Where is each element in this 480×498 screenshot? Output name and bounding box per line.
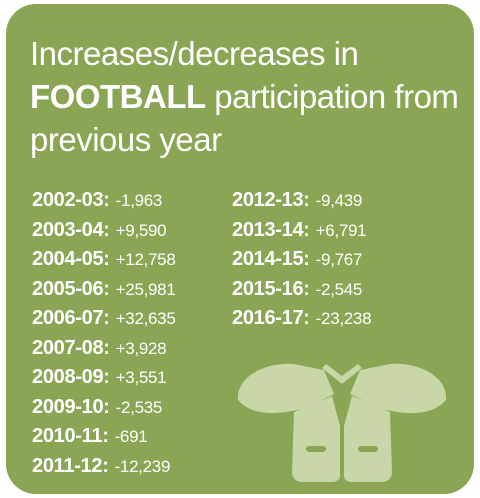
season-row: 2005-06: +25,981 (32, 275, 176, 305)
season-change: -2,545 (315, 279, 363, 299)
season-label: 2012-13: (232, 189, 310, 211)
season-change: +9,590 (115, 220, 167, 240)
title-line-1: Increases/decreases in (30, 35, 359, 72)
season-label: 2016-17: (232, 307, 310, 329)
season-label: 2007-08: (32, 336, 110, 359)
season-label: 2011-12: (32, 454, 109, 477)
season-row: 2016-17: -23,238 (232, 304, 372, 334)
season-label: 2008-09: (32, 366, 110, 388)
title-line-2: FOOTBALL participation from (30, 75, 460, 118)
season-row: 2014-15: -9,767 (232, 245, 371, 275)
season-row: 2007-08: +3,928 (32, 334, 176, 364)
infographic-title: Increases/decreases in FOOTBALL particip… (30, 32, 460, 161)
season-row: 2006-07: +32,635 (32, 304, 176, 334)
season-label: 2010-11: (32, 425, 109, 447)
title-line-3: previous year (30, 121, 222, 158)
season-change: -1,963 (115, 191, 163, 210)
season-change: +32,635 (115, 309, 176, 328)
season-row: 2010-11: -691 (32, 422, 176, 452)
season-label: 2003-04: (32, 218, 110, 241)
season-label: 2002-03: (32, 189, 110, 211)
season-row: 2011-12: -12,239 (32, 452, 176, 482)
season-label: 2015-16: (232, 277, 310, 300)
season-list-right: 2012-13: -9,439 2013-14: +6,791 2014-15: -9… (232, 186, 372, 334)
infographic-card: Increases/decreases in FOOTBALL particip… (6, 4, 474, 494)
season-change: -12,239 (114, 456, 171, 476)
season-change: +12,758 (115, 250, 176, 269)
title-line-2-rest: participation from (205, 78, 459, 115)
season-change: -9,767 (315, 250, 363, 269)
season-row: 2004-05: +12,758 (32, 245, 176, 275)
season-row: 2008-09: +3,551 (32, 363, 176, 393)
season-row: 2009-10: -2,535 (32, 393, 176, 423)
season-row: 2002-03: -1,963 (32, 186, 176, 216)
season-row: 2012-13: -9,439 (232, 186, 371, 216)
season-row: 2003-04: +9,590 (32, 216, 176, 246)
season-change: -691 (114, 427, 148, 446)
season-label: 2006-07: (32, 307, 110, 329)
season-label: 2005-06: (32, 277, 110, 300)
season-change: +25,981 (115, 279, 176, 299)
season-row: 2013-14: +6,791 (232, 216, 371, 246)
season-change: +3,928 (115, 338, 167, 358)
season-change: -2,535 (115, 397, 163, 417)
season-label: 2004-05: (32, 248, 110, 270)
season-list-left: 2002-03: -1,963 2003-04: +9,590 2004-05: +1… (32, 186, 176, 481)
season-change: +3,551 (115, 368, 167, 387)
season-change: -23,238 (315, 309, 372, 328)
season-change: +6,791 (315, 220, 367, 240)
season-label: 2014-15: (232, 248, 310, 270)
season-label: 2009-10: (32, 395, 110, 418)
season-row: 2015-16: -2,545 (232, 275, 371, 305)
season-change: -9,439 (315, 191, 363, 210)
title-football: FOOTBALL (30, 78, 206, 115)
season-label: 2013-14: (232, 218, 310, 241)
shoulder-pads-icon (237, 363, 447, 482)
